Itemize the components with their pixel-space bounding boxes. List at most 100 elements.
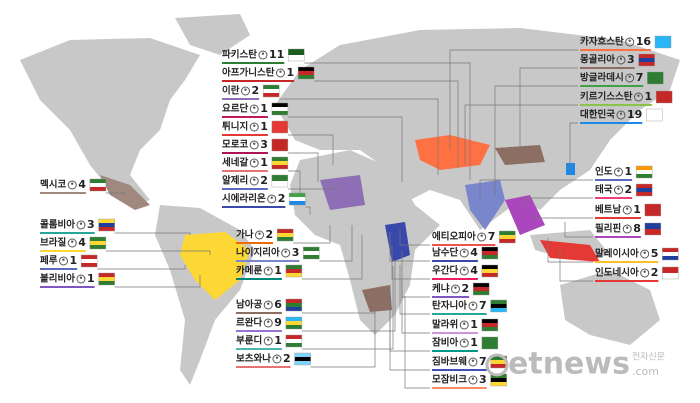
person-icon: [622, 224, 632, 234]
leader-line: [399, 265, 430, 315]
person-icon-head: [628, 39, 631, 42]
flag-border: [271, 174, 289, 188]
label-underline: [595, 217, 641, 219]
flag-stripe: [644, 229, 661, 235]
flag-stripe: [271, 139, 288, 145]
country-label: 나이지리아 3: [236, 246, 320, 262]
country-label: 태국 2: [595, 183, 653, 199]
flag-stripe: [303, 255, 320, 259]
flag-stripe: [285, 321, 302, 325]
count: 2: [283, 352, 291, 365]
leader-line: [287, 188, 341, 190]
flag-stripe: [481, 269, 498, 273]
flag-stripe: [98, 223, 115, 227]
flag-stripe: [285, 317, 302, 321]
country-name: 키르기스스탄: [580, 91, 633, 103]
flag-stripe: [288, 55, 305, 61]
country-label: 대한민국 19: [580, 108, 663, 124]
count: 19: [627, 108, 642, 121]
flag-stripe: [481, 337, 498, 343]
person-icon-head: [643, 251, 646, 254]
flag-stripe: [303, 247, 320, 251]
country-label: 말라위 1: [432, 318, 499, 334]
flag-border: [635, 183, 653, 197]
leader-line: [301, 260, 396, 332]
flag-stripe: [473, 287, 490, 291]
flag-border: [288, 48, 305, 62]
leader-line: [301, 235, 363, 280]
flag-stripe: [636, 192, 653, 196]
label-underline: [595, 236, 641, 238]
leader-line: [319, 225, 353, 262]
flag-stripe: [98, 281, 115, 285]
count: 3: [479, 373, 487, 386]
label-underline: [432, 296, 470, 298]
country-label: 요르단 1: [222, 102, 289, 118]
flag-stripe: [89, 179, 106, 183]
flag-stripe: [662, 273, 679, 279]
leader-line: [547, 238, 593, 263]
logo-text: etnews: [508, 347, 630, 382]
country-label: 잠비아 1: [432, 336, 499, 352]
person-icon-head: [253, 178, 256, 181]
leader-line: [404, 296, 430, 389]
flag-stripe: [98, 227, 115, 231]
country-label: 인도 1: [595, 165, 653, 181]
person-icon-head: [284, 250, 287, 253]
flag-stripe: [285, 335, 302, 339]
flag-stripe: [271, 107, 288, 111]
flag-border: [647, 71, 664, 85]
flag-stripe: [499, 231, 516, 235]
flag-stripe: [263, 89, 280, 93]
person-icon-head: [463, 322, 466, 325]
flag-stripe: [481, 319, 498, 323]
flag-stripe: [285, 273, 302, 277]
flag-stripe: [490, 364, 507, 368]
label-underline: [236, 260, 300, 262]
flag-border: [98, 218, 115, 232]
country-label: 우간다 4: [432, 264, 499, 280]
count: 1: [633, 203, 641, 216]
leader-line: [524, 197, 593, 210]
person-icon-head: [471, 303, 475, 306]
count: 4: [470, 246, 478, 259]
label-underline: [222, 134, 268, 136]
label-underline: [236, 330, 282, 332]
country-label: 남아공 6: [236, 298, 303, 314]
flag-border: [98, 272, 115, 286]
label-underline: [222, 206, 286, 208]
flag-stripe: [662, 248, 679, 252]
country-label: 세네갈 1: [222, 156, 289, 172]
country-name: 시에라리온: [222, 193, 266, 205]
person-icon: [625, 73, 635, 83]
label-underline: [432, 278, 478, 280]
flag-stripe: [298, 67, 315, 71]
logo-sub: 전자신문: [632, 352, 665, 363]
count: 1: [260, 120, 268, 133]
person-icon-head: [471, 359, 475, 362]
flag-border: [481, 246, 499, 260]
leader-line: [279, 98, 439, 175]
count: 1: [274, 334, 282, 347]
flag-stripe: [271, 127, 288, 133]
flag-border: [89, 236, 107, 250]
country-label: 이란 2: [222, 84, 280, 100]
label-underline: [222, 170, 268, 172]
flag-stripe: [481, 255, 498, 259]
flag-border: [294, 352, 311, 366]
label-underline: [432, 244, 496, 246]
leader-line: [301, 266, 394, 350]
flag-stripe: [285, 339, 302, 343]
leader-line: [564, 222, 593, 238]
logo-suffix: .com: [632, 365, 659, 378]
person-icon: [640, 249, 650, 259]
flag-stripe: [98, 273, 115, 277]
flag-stripe: [277, 229, 294, 233]
flag-stripe: [655, 36, 672, 42]
country-label: 가나 2: [236, 228, 294, 244]
count: 3: [87, 218, 95, 231]
label-underline: [580, 104, 653, 106]
count: 3: [292, 246, 300, 259]
person-icon: [477, 232, 487, 242]
